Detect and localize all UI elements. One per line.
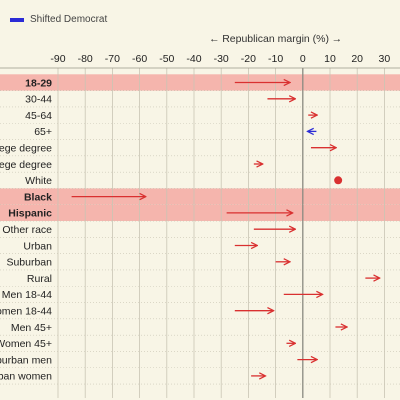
axis-title: Republican margin (%) (222, 33, 329, 45)
axis-arrow-left: ← (209, 33, 220, 45)
tick-label: -70 (105, 53, 120, 65)
tick-label: 10 (324, 53, 336, 65)
legend-swatch (10, 18, 24, 22)
tick-label: -50 (159, 53, 174, 65)
row-label: Men 45+ (11, 322, 52, 334)
row-label: Suburban men (0, 354, 52, 366)
row-label: 45-64 (25, 110, 52, 122)
highlight-band (0, 188, 400, 205)
row-label: college degree (0, 143, 52, 155)
highlight-band (0, 74, 400, 91)
row-label: Rural (27, 273, 52, 285)
highlight-band (0, 204, 400, 221)
tick-label: -90 (50, 53, 65, 65)
row-label: Women 45+ (0, 338, 52, 350)
legend-label: Shifted Democrat (30, 14, 108, 25)
tick-label: 30 (379, 53, 391, 65)
row-label: Urban (23, 240, 52, 252)
row-label: Men 18-44 (2, 289, 52, 301)
tick-label: 0 (300, 53, 306, 65)
axis-arrow-right: → (332, 33, 343, 45)
row-label: Suburban women (0, 371, 52, 383)
row-label: Hispanic (8, 208, 52, 220)
tick-label: -10 (268, 53, 283, 65)
row-label: 65+ (34, 126, 52, 138)
row-label: College degree (0, 159, 52, 171)
tick-label: -30 (214, 53, 229, 65)
row-label: Suburban (6, 257, 52, 269)
row-label: Women 18-44 (0, 306, 52, 318)
row-label: Other race (2, 224, 52, 236)
tick-label: -40 (186, 53, 201, 65)
tick-label: -20 (241, 53, 256, 65)
row-label: 18-29 (25, 77, 52, 89)
row-label: 30-44 (25, 94, 52, 106)
tick-label: 20 (351, 53, 363, 65)
row-label: Black (24, 191, 52, 203)
row-label: White (25, 175, 52, 187)
tick-label: -60 (132, 53, 147, 65)
tick-label: -80 (78, 53, 93, 65)
data-dot (334, 176, 343, 185)
